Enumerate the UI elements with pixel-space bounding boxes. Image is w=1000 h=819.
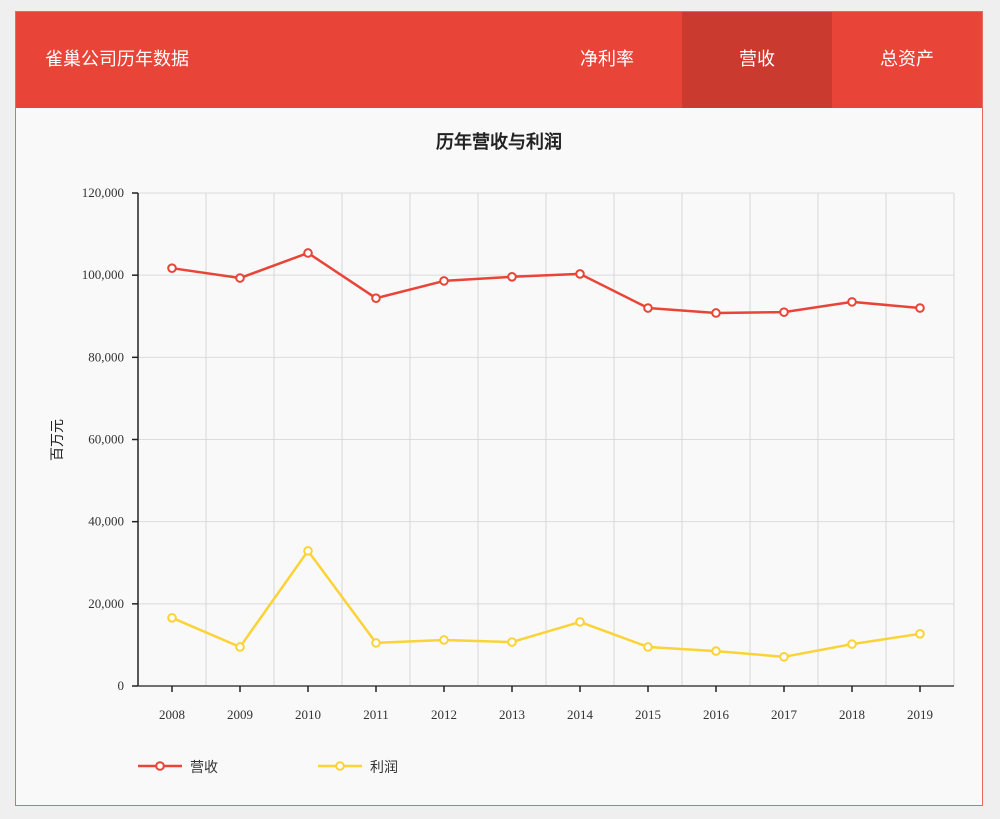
data-point	[371, 638, 381, 648]
x-tick-label: 2012	[431, 707, 457, 722]
legend-label: 营收	[190, 760, 218, 776]
x-tick-label: 2018	[839, 707, 865, 722]
data-point	[167, 613, 177, 623]
y-tick-label: 20,000	[88, 596, 124, 611]
data-point	[235, 273, 245, 283]
x-tick-label: 2019	[907, 707, 933, 722]
data-point	[847, 639, 857, 649]
axes: 0 20,000 40,000 60,000 80,000 100,000 120,000 2…	[82, 185, 954, 722]
data-point	[507, 272, 517, 282]
x-tick-label: 2014	[567, 707, 594, 722]
tab-revenue[interactable]: 营收	[682, 12, 832, 108]
y-tick-label: 40,000	[88, 514, 124, 529]
x-tick-label: 2017	[771, 707, 798, 722]
data-point	[371, 293, 381, 303]
data-point	[575, 269, 585, 279]
x-tick-label: 2008	[159, 707, 185, 722]
data-point	[915, 629, 925, 639]
top-navbar: 雀巢公司历年数据 净利率 营收 总资产	[16, 12, 982, 108]
data-point	[507, 637, 517, 647]
grid-lines	[138, 192, 955, 686]
data-point	[779, 307, 789, 317]
data-point	[167, 263, 177, 273]
x-tick-label: 2013	[499, 707, 525, 722]
series-line	[171, 549, 921, 659]
data-point	[711, 646, 721, 656]
y-tick-label: 60,000	[88, 432, 124, 447]
tab-total-assets[interactable]: 总资产	[880, 49, 934, 70]
chart-title: 历年营收与利润	[436, 132, 562, 153]
data-point	[303, 546, 313, 556]
series-lines	[167, 248, 925, 662]
legend-marker-icon	[335, 761, 345, 771]
legend-marker-icon	[155, 761, 165, 771]
data-point	[915, 303, 925, 313]
x-tick-label: 2015	[635, 707, 661, 722]
legend: 营收 利润	[138, 760, 398, 776]
x-tick-label: 2016	[703, 707, 730, 722]
y-axis-label: 百万元	[50, 419, 66, 461]
data-point	[439, 276, 449, 286]
legend-label: 利润	[370, 760, 398, 776]
tab-bar: 净利率 营收 总资产	[532, 12, 982, 108]
x-tick-label: 2011	[363, 707, 389, 722]
data-point	[235, 642, 245, 652]
series-line	[171, 251, 921, 315]
data-point	[303, 248, 313, 258]
data-point	[439, 635, 449, 645]
data-point	[847, 297, 857, 307]
data-point	[643, 303, 653, 313]
data-point	[575, 617, 585, 627]
chart-card: 雀巢公司历年数据 净利率 营收 总资产 历年营收与利润	[15, 11, 983, 806]
data-point	[643, 642, 653, 652]
y-tick-label: 100,000	[82, 267, 124, 282]
tab-net-margin[interactable]: 净利率	[580, 49, 634, 70]
data-point	[711, 308, 721, 318]
x-tick-label: 2009	[227, 707, 253, 722]
brand-title: 雀巢公司历年数据	[45, 49, 189, 70]
y-tick-label: 80,000	[88, 349, 124, 364]
y-tick-label: 120,000	[82, 185, 124, 200]
data-point	[779, 652, 789, 662]
x-tick-label: 2010	[295, 707, 321, 722]
y-tick-label: 0	[118, 678, 125, 693]
